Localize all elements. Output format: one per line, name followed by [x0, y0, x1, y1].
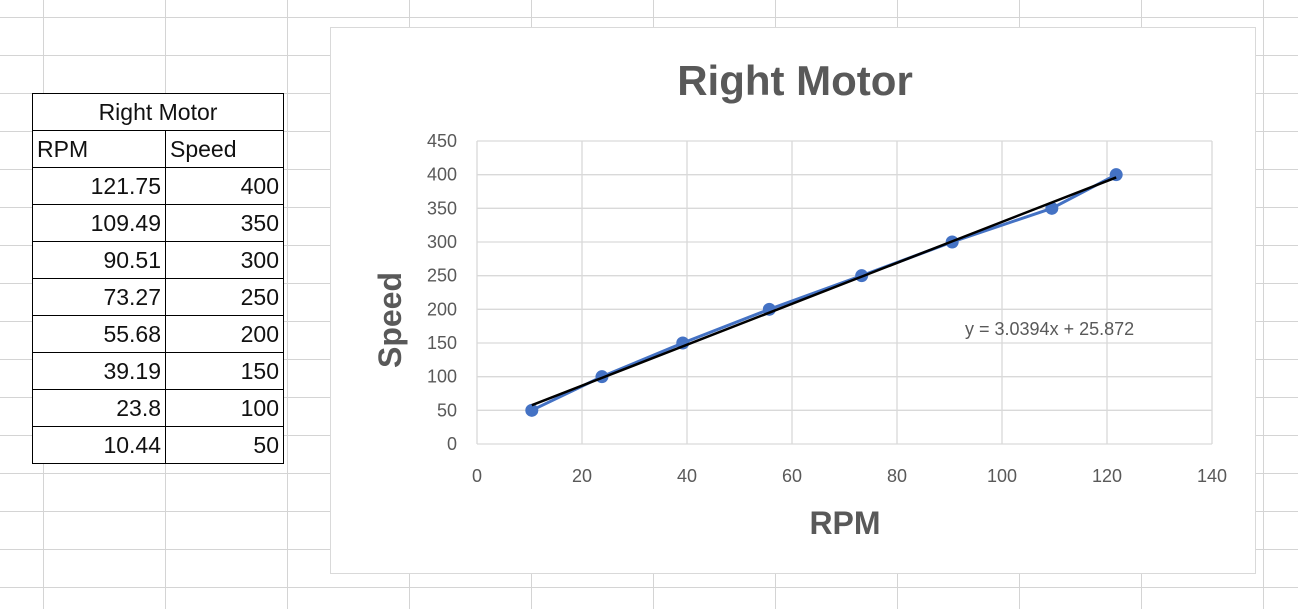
series-line	[531, 173, 1117, 412]
rpm-cell[interactable]: 109.49	[32, 204, 166, 242]
speed-cell[interactable]: 100	[165, 389, 284, 427]
table-title-row: Right Motor	[32, 93, 284, 131]
y-tick-label: 250	[427, 266, 457, 286]
speed-header[interactable]: Speed	[165, 130, 284, 168]
x-axis-title: RPM	[809, 505, 880, 541]
x-tick-label: 140	[1197, 466, 1227, 486]
rpm-header[interactable]: RPM	[32, 130, 166, 168]
trendline[interactable]	[531, 176, 1117, 407]
tick-labels: 0 50 100 150 200 250 300 350 400 450 0 20 40 60 80 100 1…	[427, 131, 1227, 486]
table-row: 73.27 250	[32, 278, 284, 316]
table-row: 23.8 100	[32, 389, 284, 427]
y-tick-label: 200	[427, 299, 457, 319]
rpm-cell[interactable]: 121.75	[32, 167, 166, 205]
x-tick-label: 120	[1092, 466, 1122, 486]
y-tick-label: 300	[427, 232, 457, 252]
speed-cell[interactable]: 400	[165, 167, 284, 205]
x-tick-label: 20	[572, 466, 592, 486]
scatter-chart: Right Motor RPM Speed 050100150200250300…	[372, 57, 1227, 541]
speed-cell[interactable]: 350	[165, 204, 284, 242]
chart-title: Right Motor	[677, 57, 913, 104]
rpm-cell[interactable]: 90.51	[32, 241, 166, 279]
table-row: 10.44 50	[32, 426, 284, 464]
table-row: 121.75 400	[32, 167, 284, 205]
y-tick-label: 450	[427, 131, 457, 151]
table-row: 55.68 200	[32, 315, 284, 353]
speed-cell[interactable]: 50	[165, 426, 284, 464]
x-tick-label: 60	[782, 466, 802, 486]
y-tick-label: 350	[427, 198, 457, 218]
speed-cell[interactable]: 200	[165, 315, 284, 353]
data-point[interactable]	[525, 403, 539, 417]
table-row: 109.49 350	[32, 204, 284, 242]
x-tick-label: 40	[677, 466, 697, 486]
speed-cell[interactable]: 300	[165, 241, 284, 279]
x-tick-label: 0	[472, 466, 482, 486]
y-tick-label: 150	[427, 333, 457, 353]
rpm-cell[interactable]: 39.19	[32, 352, 166, 390]
speed-cell[interactable]: 250	[165, 278, 284, 316]
rpm-cell[interactable]: 23.8	[32, 389, 166, 427]
table-title[interactable]: Right Motor	[32, 93, 284, 131]
speed-cell[interactable]: 150	[165, 352, 284, 390]
table-row: 39.19 150	[32, 352, 284, 390]
rpm-cell[interactable]: 10.44	[32, 426, 166, 464]
rpm-cell[interactable]: 55.68	[32, 315, 166, 353]
trendline-equation: y = 3.0394x + 25.872	[965, 319, 1134, 339]
y-tick-label: 50	[437, 400, 457, 420]
table-row: 90.51 300	[32, 241, 284, 279]
chart-area[interactable]: Right Motor RPM Speed 0 50 100 150 200 250 300…	[330, 27, 1256, 574]
table-header-row: RPM Speed	[32, 130, 284, 168]
trendline-layer	[531, 176, 1117, 407]
grid-lines	[476, 140, 1213, 445]
rpm-cell[interactable]: 73.27	[32, 278, 166, 316]
y-tick-label: 100	[427, 367, 457, 387]
x-tick-label: 100	[987, 466, 1017, 486]
data-table: Right Motor RPM Speed 121.75 400 109.49 350…	[32, 93, 284, 464]
y-axis-title: Speed	[372, 272, 408, 368]
x-tick-label: 80	[887, 466, 907, 486]
y-tick-label: 0	[447, 434, 457, 454]
y-tick-label: 400	[427, 165, 457, 185]
